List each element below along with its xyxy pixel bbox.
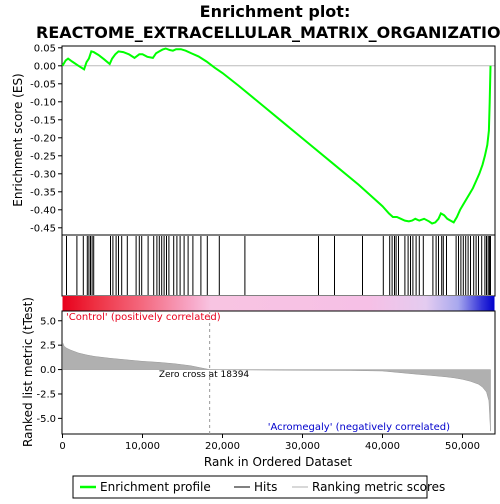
enrichment-line: [61, 47, 492, 225]
metric-tick-label: 2.5: [40, 341, 56, 352]
hit-lines-group: [66, 236, 491, 295]
x-axis: 0 10,000 20,000 30,000 40,000 50,000: [59, 434, 480, 452]
chart-title-line2: REACTOME_EXTRACELLULAR_MATRIX_ORGANIZATI…: [36, 23, 500, 42]
positive-label: 'Control' (positively correlated): [66, 312, 221, 323]
chart-title-line1: Enrichment plot:: [200, 2, 351, 21]
x-axis-label: Rank in Ordered Dataset: [204, 455, 352, 469]
es-tick-label: -0.25: [30, 151, 56, 162]
legend-enrichment-label: Enrichment profile: [100, 480, 211, 494]
es-tick-label: -0.35: [30, 187, 56, 198]
es-axis-label: Enrichment score (ES): [11, 73, 25, 206]
es-tick-label: -0.05: [30, 79, 56, 90]
es-panel-frame: [61, 45, 496, 236]
legend-ranking-label: Ranking metric scores: [312, 480, 445, 494]
metric-area-group: [62, 342, 491, 432]
es-tick-label: -0.10: [30, 97, 56, 108]
x-tick-label: 10,000: [125, 441, 160, 452]
x-tick-label: 20,000: [205, 441, 240, 452]
zero-cross-label: Zero cross at 18394: [159, 370, 250, 380]
metric-axis-label: Ranked list metric (tTest): [21, 297, 35, 447]
metric-area-path: [62, 342, 491, 432]
negative-label: 'Acromegaly' (negatively correlated): [268, 422, 450, 433]
x-tick-label: 50,000: [445, 441, 480, 452]
es-tick-label: -0.45: [30, 223, 56, 234]
x-tick-label: 30,000: [285, 441, 320, 452]
metric-tick-label: 0.0: [40, 365, 56, 376]
metric-axis: 5.0 2.5 0.0 -2.5 -5.0: [36, 316, 62, 425]
x-tick-label: 0: [59, 441, 65, 452]
es-tick-label: -0.40: [30, 205, 56, 216]
enrichment-line-group: [61, 47, 492, 225]
es-axis: 0.05 0.00 -0.05 -0.10 -0.15 -0.20 -0.25 -0.30 -0…: [30, 43, 62, 234]
es-tick-label: -0.15: [30, 115, 56, 126]
es-tick-label: -0.20: [30, 133, 56, 144]
es-tick-label: -0.30: [30, 169, 56, 180]
metric-tick-label: 5.0: [40, 316, 56, 327]
legend-hits-label: Hits: [254, 480, 277, 494]
metric-tick-label: -2.5: [36, 389, 56, 400]
x-tick-label: 40,000: [365, 441, 400, 452]
es-tick-label: 0.05: [34, 43, 56, 54]
rank-color-bar: [62, 296, 495, 311]
es-tick-label: 0.00: [34, 61, 56, 72]
legend: Enrichment profile Hits Ranking metric s…: [72, 475, 445, 499]
metric-tick-label: -5.0: [36, 414, 56, 425]
